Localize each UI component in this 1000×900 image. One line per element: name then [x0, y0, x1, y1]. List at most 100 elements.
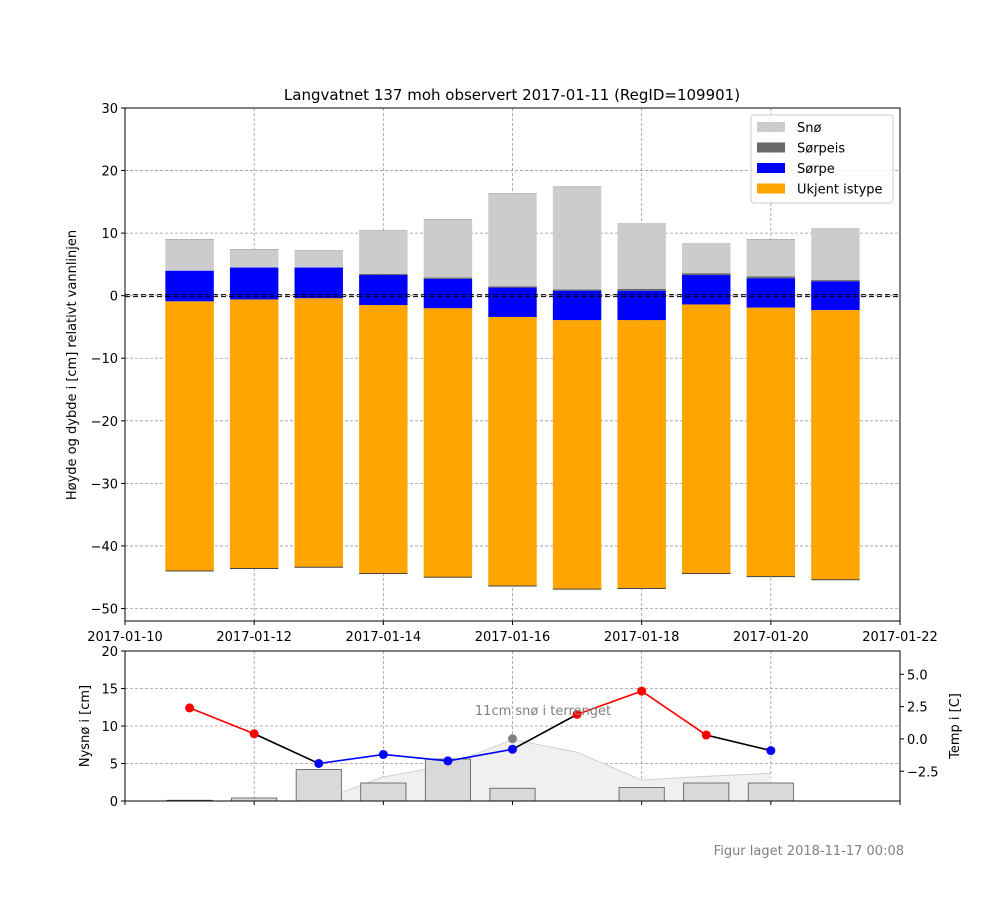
temperature-series — [185, 686, 776, 768]
bar-layer-ukjent-istype — [746, 307, 796, 577]
ice-chart-x-tick-label: 2017-01-16 — [475, 630, 551, 645]
snow-depth-line — [318, 739, 771, 802]
temperature-y-tick-label: 0.0 — [907, 733, 928, 748]
bar-layer-ukjent-istype — [165, 301, 214, 571]
bar-layer-ukjent-istype — [552, 320, 602, 590]
bar-layer-sorpe — [229, 267, 279, 300]
new-snow-bar — [295, 769, 342, 802]
legend-swatch — [757, 163, 785, 173]
bar-layer-ukjent-istype — [423, 308, 473, 578]
bar-layer-sorpe — [294, 267, 343, 299]
ice-chart-x-tick-label: 2017-01-12 — [216, 630, 292, 645]
new-snow-bar — [747, 782, 794, 802]
bar-layer-sorpe — [552, 290, 602, 321]
ice-chart-x-tick-label: 2017-01-14 — [346, 630, 422, 645]
bar-layer-sno — [617, 223, 666, 289]
new-snow-bar — [424, 758, 471, 802]
weather-chart-ticks: 0 5 10 15 20 −2.5 0.0 2.5 5.0 — [101, 645, 938, 810]
ice-chart-y-tick-label: −10 — [91, 352, 118, 367]
temperature-point — [314, 759, 324, 768]
bar-layer-sno — [359, 230, 408, 274]
temperature-point — [766, 746, 776, 756]
bar-layer-sorpe — [423, 278, 473, 309]
bar-layer-sorpeis — [359, 273, 408, 276]
ice-chart-y-tick-label: −50 — [91, 602, 118, 617]
temperature-point — [701, 730, 711, 740]
ice-profile-chart: 30 20 10 0 −10 −20 −30 −40 −50 2017-01-10 2017-01-… — [65, 86, 938, 645]
new-snow-y-tick-label: 20 — [101, 645, 118, 660]
temperature-segment — [447, 748, 513, 762]
new-snow-bar — [489, 787, 536, 802]
new-snow-y-tick-label: 0 — [110, 795, 118, 810]
temperature-point — [572, 709, 582, 719]
snow-depth-annotation: 11cm snø i terrenget — [475, 704, 611, 719]
ice-chart-x-tick-label: 2017-01-10 — [87, 630, 163, 645]
temperature-segment — [189, 707, 255, 735]
temperature-segment — [641, 690, 707, 736]
waterline — [125, 294, 900, 298]
temperature-point — [185, 703, 195, 713]
bar-layer-ukjent-istype — [359, 305, 408, 574]
legend-entry-label: Sørpeis — [797, 142, 845, 157]
bar-layer-sno — [746, 239, 796, 277]
ice-chart-y-tick-label: −40 — [91, 540, 118, 555]
new-snow-bar — [360, 782, 407, 802]
ice-chart-y-axis-label: Høyde og dybde i [cm] relativt vannlinje… — [65, 230, 80, 500]
temperature-point — [637, 686, 647, 696]
ice-chart-x-tick-label: 2017-01-22 — [862, 630, 938, 645]
bar-layer-ukjent-istype — [294, 298, 343, 568]
bar-layer-sorpe — [359, 275, 408, 306]
new-snow-bar — [683, 782, 730, 802]
new-snow-y-tick-label: 10 — [101, 720, 118, 735]
temperature-point — [443, 756, 453, 766]
new-snow-y-tick-label: 5 — [110, 758, 118, 773]
ice-chart-y-tick-label: −20 — [91, 415, 118, 430]
bar-layer-sno — [488, 193, 537, 287]
bar-layer-ukjent-istype — [488, 316, 537, 586]
temperature-segment — [512, 713, 578, 750]
bar-layer-sno — [811, 228, 860, 281]
bar-layer-ukjent-istype — [682, 304, 731, 574]
bar-layer-sorpeis — [811, 280, 860, 282]
bar-layer-sno — [552, 186, 602, 290]
ice-chart-ticks: 30 20 10 0 −10 −20 −30 −40 −50 2017-01-10 2017-01-… — [87, 102, 938, 645]
legend-entry-label: Ukjent istype — [797, 183, 883, 198]
bar-layer-sorpeis — [682, 273, 731, 276]
bar-layer-sorpeis — [552, 289, 602, 291]
bar-layer-sorpe — [811, 281, 860, 311]
new-snow-y-tick-label: 15 — [101, 683, 118, 698]
ice-chart-y-tick-label: 30 — [101, 102, 118, 117]
bar-layer-sorpe — [617, 290, 666, 321]
bar-layer-sno — [294, 250, 343, 268]
temperature-segment — [253, 733, 320, 765]
temperature-point — [249, 729, 259, 739]
ice-chart-y-tick-label: 0 — [110, 290, 118, 305]
temperature-segment — [383, 753, 448, 762]
ice-chart-y-tick-label: 20 — [101, 165, 118, 180]
legend-swatch — [757, 122, 785, 132]
legend-entry-label: Snø — [797, 121, 821, 136]
bar-layer-sorpeis — [617, 288, 666, 291]
observation-marker — [508, 734, 517, 744]
temperature-point — [378, 749, 388, 759]
bar-layer-sno — [423, 219, 473, 278]
temperature-y-tick-label: 2.5 — [907, 701, 928, 716]
bar-layer-sno — [165, 239, 214, 271]
temperature-segment — [576, 690, 642, 716]
legend-entry-label: Sørpe — [797, 162, 835, 177]
temperature-segment — [706, 734, 772, 752]
legend-swatch — [757, 183, 785, 194]
figure-footer: Figur laget 2018-11-17 00:08 — [714, 844, 904, 859]
bar-layer-sorpeis — [423, 277, 473, 279]
ice-chart-y-tick-label: −30 — [91, 477, 118, 492]
bar-layer-sno — [682, 243, 731, 274]
bar-layer-sno — [229, 249, 279, 268]
bar-layer-ukjent-istype — [229, 299, 279, 569]
temperature-y-axis-label: Temp i [C] — [948, 693, 963, 760]
ice-chart-x-tick-label: 2017-01-18 — [604, 630, 680, 645]
bar-layer-sorpe — [488, 287, 537, 317]
ice-chart-bars — [165, 186, 860, 590]
temperature-y-tick-label: 5.0 — [907, 668, 928, 683]
new-snow-y-axis-label: Nysnø i [cm] — [78, 685, 93, 767]
